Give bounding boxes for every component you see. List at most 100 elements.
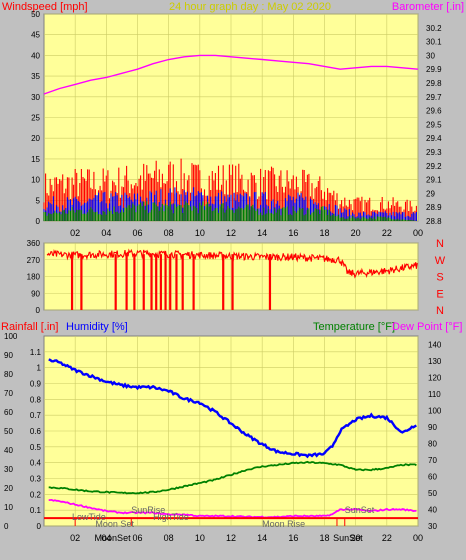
wind-y-tick-label: 5 <box>36 196 41 205</box>
temp-y-tick-label: 80 <box>428 439 437 448</box>
wind-y-tick-label: 40 <box>31 51 40 60</box>
dir-y-tick-label: 0 <box>36 306 41 315</box>
temp-y-tick-label: 110 <box>428 390 441 399</box>
x-tick-label: 02 <box>70 533 80 543</box>
dir-y-tick-label: 90 <box>31 289 40 298</box>
compass-label: E <box>436 288 443 300</box>
baro-y-tick-label: 29.6 <box>426 107 442 116</box>
baro-y-tick-label: 29.9 <box>426 65 442 74</box>
event-label: LowTide <box>72 512 106 522</box>
humidity-y-tick-label: 30 <box>4 465 13 474</box>
rain-y-tick-label: 0 <box>37 522 42 531</box>
humidity-y-tick-label: 40 <box>4 446 13 455</box>
humidity-y-tick-label: 0 <box>4 522 9 531</box>
baro-y-tick-label: 29.8 <box>426 79 442 88</box>
event-label: SunSet <box>333 533 363 543</box>
dir-y-tick-label: 360 <box>27 239 41 248</box>
x-tick-label: 18 <box>319 228 329 238</box>
dewpoint-line <box>48 498 417 519</box>
humidity-y-tick-label: 50 <box>4 427 13 436</box>
wind-y-tick-label: 15 <box>31 155 40 164</box>
windspeed-axis-label: Windspeed [mph] <box>2 1 88 13</box>
baro-y-tick-label: 29.1 <box>426 176 442 185</box>
rain-y-tick-label: 0.6 <box>30 427 42 436</box>
wind-series-minimum <box>43 201 417 221</box>
x-tick-label: 12 <box>226 228 236 238</box>
humidity-y-tick-label: 100 <box>4 332 18 341</box>
temp-y-tick-label: 130 <box>428 357 442 366</box>
temp-y-tick-label: 60 <box>428 472 437 481</box>
baro-y-tick-label: 29.2 <box>426 162 442 171</box>
wind-y-tick-label: 30 <box>31 93 40 102</box>
compass-label: S <box>436 272 443 284</box>
x-tick-label: 16 <box>288 533 298 543</box>
humidity-y-tick-label: 70 <box>4 389 13 398</box>
rain-y-tick-label: 0.4 <box>30 459 42 468</box>
temp-y-tick-label: 140 <box>428 340 442 349</box>
temp-y-tick-label: 70 <box>428 456 437 465</box>
chart-title: 24 hour graph day : May 02 2020 <box>169 1 331 13</box>
x-tick-label: 18 <box>319 533 329 543</box>
rain-y-tick-label: 0.5 <box>30 443 42 452</box>
rain-y-tick-label: 1.1 <box>30 348 42 357</box>
x-tick-label: 10 <box>195 228 205 238</box>
rain-y-tick-label: 0.3 <box>30 475 42 484</box>
rain-y-tick-label: 0.8 <box>30 395 42 404</box>
compass-label: W <box>435 255 446 267</box>
temp-y-tick-label: 120 <box>428 373 442 382</box>
x-tick-label: 20 <box>351 533 361 543</box>
wind-y-tick-label: 25 <box>31 114 40 123</box>
baro-y-tick-label: 30.1 <box>426 38 442 47</box>
x-tick-label: 14 <box>257 533 267 543</box>
x-tick-label: 04 <box>101 533 111 543</box>
event-label: SunRise <box>131 505 165 515</box>
compass-label: N <box>436 305 444 317</box>
baro-y-tick-label: 28.8 <box>426 217 442 226</box>
x-tick-label: 22 <box>382 533 392 543</box>
baro-y-tick-label: 30.2 <box>426 24 442 33</box>
temp-y-tick-label: 100 <box>428 406 442 415</box>
temp-y-tick-label: 40 <box>428 505 437 514</box>
wind-y-tick-label: 45 <box>31 31 40 40</box>
dir-y-tick-label: 180 <box>27 273 41 282</box>
x-tick-label: 02 <box>70 228 80 238</box>
x-tick-label: 10 <box>195 533 205 543</box>
baro-y-tick-label: 28.9 <box>426 203 442 212</box>
x-tick-label: 00 <box>413 228 423 238</box>
humidity-y-tick-label: 60 <box>4 408 13 417</box>
baro-y-tick-label: 29 <box>426 189 435 198</box>
x-tick-label: 20 <box>351 228 361 238</box>
temperature-line <box>48 460 417 495</box>
x-tick-label: 12 <box>226 533 236 543</box>
event-label: HighTide <box>153 512 189 522</box>
x-tick-label: 00 <box>413 533 423 543</box>
baro-y-tick-label: 29.5 <box>426 120 442 129</box>
wind-y-tick-label: 0 <box>36 217 41 226</box>
dir-y-tick-label: 270 <box>27 256 41 265</box>
humidity-y-tick-label: 90 <box>4 351 13 360</box>
baro-y-tick-label: 30 <box>426 51 435 60</box>
humidity-axis-label: Humidity [%] <box>66 321 128 333</box>
x-tick-label: 08 <box>164 228 174 238</box>
baro-y-tick-label: 29.4 <box>426 134 442 143</box>
x-tick-label: 06 <box>132 533 142 543</box>
barometer-axis-label: Barometer [.in] <box>392 1 464 13</box>
x-tick-label: 14 <box>257 228 267 238</box>
temp-y-tick-label: 30 <box>428 522 437 531</box>
event-label: Moon Rise <box>262 519 305 529</box>
humidity-y-tick-label: 80 <box>4 370 13 379</box>
wind-y-tick-label: 10 <box>31 176 40 185</box>
x-tick-label: 22 <box>382 228 392 238</box>
wind-y-tick-label: 20 <box>31 134 40 143</box>
temp-y-tick-label: 50 <box>428 489 437 498</box>
event-label: MoonSet <box>95 533 132 543</box>
baro-y-tick-label: 29.3 <box>426 148 442 157</box>
x-tick-label: 06 <box>132 228 142 238</box>
x-tick-label: 16 <box>288 228 298 238</box>
x-tick-label: 04 <box>101 228 111 238</box>
wind-y-tick-label: 35 <box>31 72 40 81</box>
temp-y-tick-label: 90 <box>428 423 437 432</box>
humidity-y-tick-label: 10 <box>4 503 13 512</box>
rain-y-tick-label: 0.2 <box>30 490 42 499</box>
